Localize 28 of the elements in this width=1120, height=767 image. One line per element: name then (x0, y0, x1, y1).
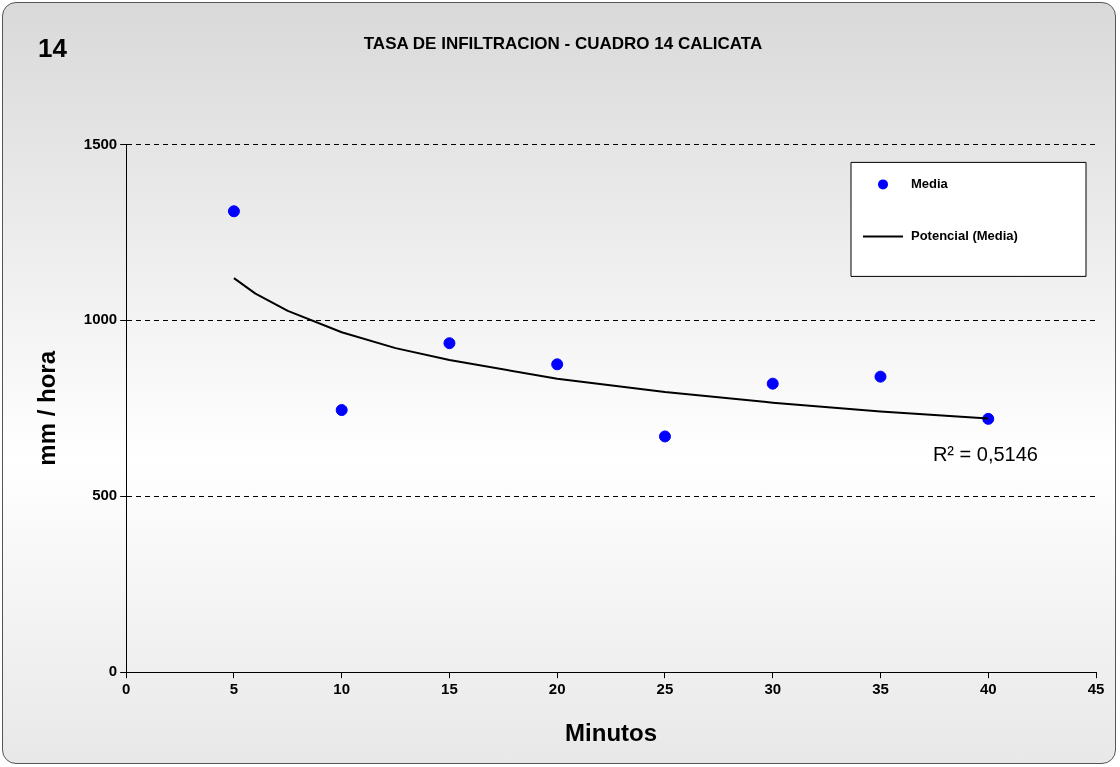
y-tick-label: 1500 (83, 134, 118, 152)
text: 14 (38, 33, 68, 64)
x-tick-label: 10 (333, 680, 351, 698)
point (551, 358, 564, 371)
point (874, 370, 887, 383)
x-tick-label: 35 (872, 680, 889, 698)
point (443, 337, 456, 350)
x-tick-label: 0 (122, 680, 131, 698)
x-axis-title: Minutos (565, 719, 658, 747)
x-tick-label: 15 (441, 680, 458, 698)
x-tick-label: 25 (656, 680, 674, 698)
x-tick-label: 40 (979, 680, 997, 698)
x-tick-label: 30 (764, 680, 782, 698)
y-axis-title: mm / hora (33, 350, 61, 466)
point (766, 377, 779, 390)
x-tick-label: 5 (229, 680, 239, 698)
point (658, 430, 671, 443)
y-tick-label: 1000 (83, 310, 118, 328)
chart-title: TASA DE INFILTRACION - CUADRO 14 CALICATA (363, 33, 763, 53)
point (227, 205, 240, 218)
y-tick-label: 0 (108, 662, 118, 680)
legend-label: Potencial (Media) (911, 227, 1018, 243)
annotation: R² = 0,5146 (932, 443, 1038, 466)
x-tick-label: 20 (548, 680, 566, 698)
x-tick-label: 45 (1087, 680, 1105, 698)
point (335, 404, 348, 417)
legend-label: Media (911, 175, 949, 191)
y-tick-label: 500 (92, 486, 118, 504)
